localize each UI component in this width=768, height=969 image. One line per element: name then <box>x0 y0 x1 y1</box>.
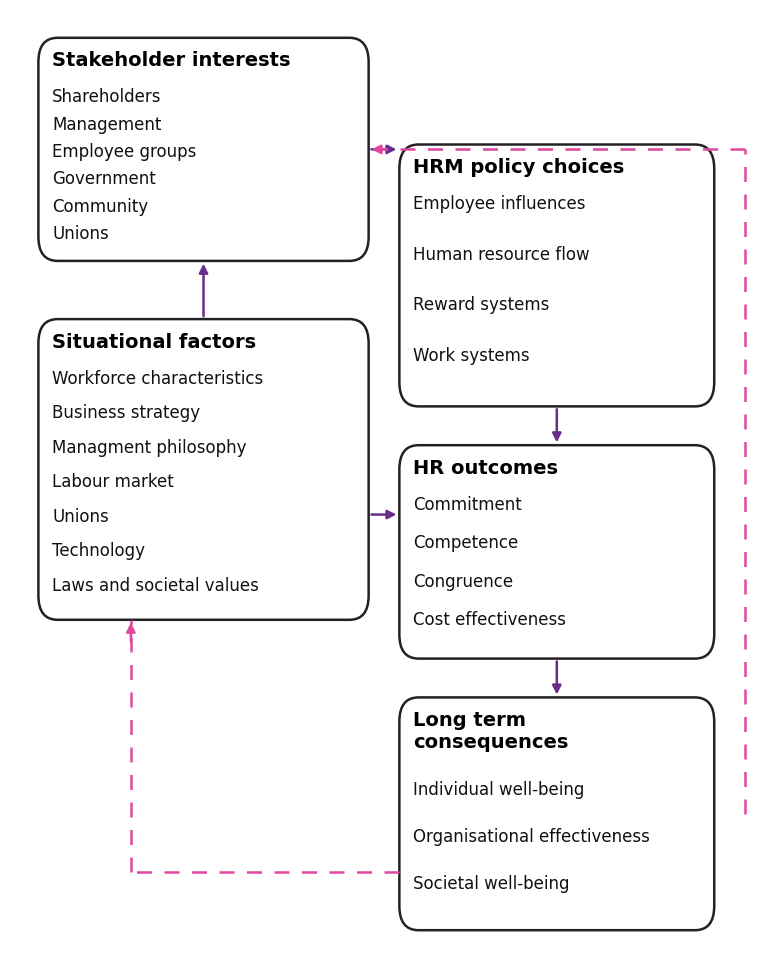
Text: Organisational effectiveness: Organisational effectiveness <box>413 827 650 845</box>
Text: Reward systems: Reward systems <box>413 297 550 314</box>
Text: Cost effectiveness: Cost effectiveness <box>413 610 566 629</box>
FancyBboxPatch shape <box>399 698 714 930</box>
Text: Work systems: Work systems <box>413 347 530 364</box>
Text: HR outcomes: HR outcomes <box>413 458 558 478</box>
Text: Congruence: Congruence <box>413 572 513 590</box>
FancyBboxPatch shape <box>399 145 714 407</box>
Text: Employee groups: Employee groups <box>52 142 197 161</box>
Text: Competence: Competence <box>413 534 518 551</box>
Text: Business strategy: Business strategy <box>52 404 200 422</box>
Text: Shareholders: Shareholders <box>52 88 162 107</box>
Text: Situational factors: Situational factors <box>52 332 257 352</box>
FancyBboxPatch shape <box>38 320 369 620</box>
Text: Government: Government <box>52 171 156 188</box>
FancyBboxPatch shape <box>38 39 369 262</box>
Text: Commitment: Commitment <box>413 495 522 514</box>
Text: Unions: Unions <box>52 225 109 242</box>
Text: Human resource flow: Human resource flow <box>413 245 590 264</box>
FancyBboxPatch shape <box>399 446 714 659</box>
Text: HRM policy choices: HRM policy choices <box>413 158 624 177</box>
Text: Unions: Unions <box>52 507 109 525</box>
Text: Long term
consequences: Long term consequences <box>413 710 568 751</box>
Text: Societal well-being: Societal well-being <box>413 874 570 891</box>
Text: Laws and societal values: Laws and societal values <box>52 576 259 594</box>
Text: Technology: Technology <box>52 542 145 559</box>
Text: Managment philosophy: Managment philosophy <box>52 438 247 456</box>
Text: Employee influences: Employee influences <box>413 195 586 213</box>
Text: Stakeholder interests: Stakeholder interests <box>52 51 291 71</box>
Text: Community: Community <box>52 198 148 215</box>
Text: Workforce characteristics: Workforce characteristics <box>52 369 263 388</box>
Text: Management: Management <box>52 115 161 134</box>
Text: Labour market: Labour market <box>52 473 174 490</box>
Text: Individual well-being: Individual well-being <box>413 780 584 798</box>
